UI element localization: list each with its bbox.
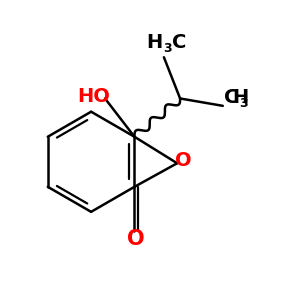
Text: H: H	[232, 88, 249, 107]
Text: C: C	[224, 88, 239, 107]
Text: O: O	[127, 229, 144, 249]
Text: O: O	[175, 152, 192, 170]
Text: C: C	[172, 33, 187, 52]
Text: 3: 3	[163, 42, 172, 55]
Text: 3: 3	[239, 97, 248, 110]
Text: HO: HO	[77, 87, 110, 106]
Text: H: H	[146, 33, 162, 52]
